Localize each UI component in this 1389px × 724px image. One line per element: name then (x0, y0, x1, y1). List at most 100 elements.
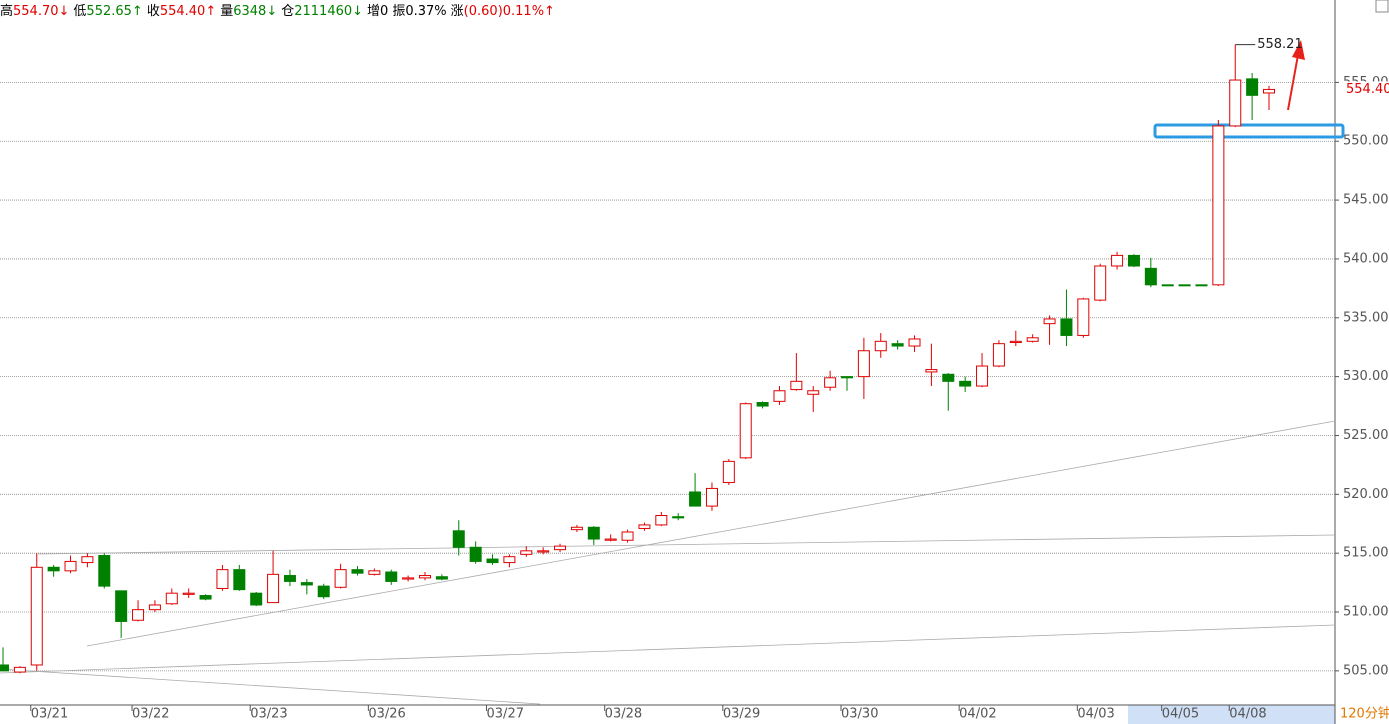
candle-body (486, 558, 499, 564)
candle-body (351, 569, 364, 574)
header: 高554.70↓ 低552.65↑ 收554.40↑ 量6348↓ 仓2111460↓ 增… (0, 3, 555, 19)
candle-body (857, 350, 870, 378)
header-value: 552.65↑ (86, 4, 142, 19)
x-tick-label: 03/26 (368, 707, 405, 722)
header-value: 554.40↑ (160, 4, 216, 19)
x-tick-label: 04/08 (1229, 707, 1266, 722)
candle-body (790, 380, 803, 391)
candle-body (47, 566, 60, 572)
range-highlight (1128, 705, 1335, 724)
candle-body (570, 526, 583, 531)
candle-body (1009, 340, 1022, 343)
candle-body (689, 491, 702, 507)
trend-line (0, 624, 1336, 674)
header-label: 低 (73, 4, 86, 19)
candle-body (233, 569, 246, 591)
candle-body (402, 577, 415, 580)
header-value: 2111460↓ (294, 4, 363, 19)
header-value: 0.37% (405, 4, 446, 19)
y-tick-label: 520.00 (1343, 487, 1389, 502)
candle-body (1178, 284, 1191, 287)
candle-body (976, 365, 989, 387)
x-tick-label: 03/27 (487, 707, 524, 722)
candle-body (1111, 254, 1124, 267)
x-tick-label: 03/21 (31, 707, 68, 722)
candle-body (334, 569, 347, 588)
candle-body (587, 526, 600, 540)
y-tick-label: 530.00 (1343, 369, 1389, 384)
candle-body (165, 592, 178, 605)
trend-line (0, 668, 541, 705)
candle-body (81, 556, 94, 564)
y-tick-label: 535.00 (1343, 310, 1389, 325)
y-tick-label: 515.00 (1343, 546, 1389, 561)
x-tick-label: 03/23 (250, 707, 287, 722)
candle-body (773, 390, 786, 402)
candle-body (841, 376, 853, 379)
corner-icon[interactable] (1375, 0, 1389, 13)
candle-body (317, 585, 330, 598)
x-tick-label: 04/02 (959, 707, 996, 722)
y-tick-label: 505.00 (1343, 663, 1389, 678)
candle-body (13, 666, 26, 673)
candle-body (739, 403, 752, 459)
candle-body (1026, 337, 1039, 342)
header-label: 收 (147, 4, 160, 19)
candle-body (1212, 125, 1225, 286)
candle-body (1263, 88, 1275, 94)
candle-body (807, 390, 820, 395)
header-value: 0 (380, 4, 388, 19)
candle-body (908, 338, 921, 347)
candle-body (959, 380, 972, 387)
candle-body (267, 573, 280, 604)
candle-body (621, 531, 634, 541)
candle-body (756, 402, 769, 407)
candle-body (520, 550, 533, 555)
candle-body (98, 555, 111, 587)
y-tick-label: 550.00 (1343, 134, 1389, 149)
candle-body (368, 570, 381, 575)
y-tick-label: 540.00 (1343, 251, 1389, 266)
candle-body (115, 590, 128, 622)
candle-body (30, 566, 43, 666)
candle-body (199, 595, 212, 600)
candle-body (250, 592, 263, 606)
x-tick-label: 03/22 (132, 707, 169, 722)
period-label: 120分钟 (1340, 706, 1389, 722)
candle-body (283, 575, 296, 582)
header-label: 高 (0, 3, 13, 19)
candle-body (385, 571, 398, 582)
candle-body (1144, 267, 1157, 286)
header-value: 554.70↓ (13, 4, 69, 19)
x-tick-label: 04/03 (1077, 707, 1114, 722)
x-tick-label: 03/30 (841, 707, 878, 722)
header-label: 振 (392, 4, 405, 19)
header-label: 量 (220, 4, 233, 19)
last-price-bg (1340, 81, 1389, 98)
candle-body (672, 516, 685, 519)
y-tick-label: 545.00 (1343, 193, 1389, 208)
candle-body (722, 460, 735, 484)
candle-body (1229, 79, 1242, 127)
header-label: 增 (367, 4, 380, 19)
candle-body (1127, 254, 1140, 267)
candle-body (435, 576, 448, 580)
x-tick-label: 03/28 (605, 707, 642, 722)
trend-line (86, 420, 1336, 647)
candle-body (655, 515, 668, 526)
candle-body (604, 538, 617, 541)
y-tick-label: 510.00 (1343, 605, 1389, 620)
header-label: 仓 (281, 4, 294, 19)
header-value: (0.60)0.11%↑ (464, 4, 555, 19)
candle-body (925, 369, 938, 373)
candle-body (1043, 318, 1056, 325)
candle-body (1094, 265, 1107, 301)
candle-body (216, 569, 229, 589)
candle-body (132, 609, 145, 621)
candle-body (891, 343, 904, 347)
candle-body (554, 545, 567, 551)
candle-body (1161, 284, 1174, 287)
candle-body (1077, 298, 1090, 336)
candle-body (452, 530, 465, 548)
